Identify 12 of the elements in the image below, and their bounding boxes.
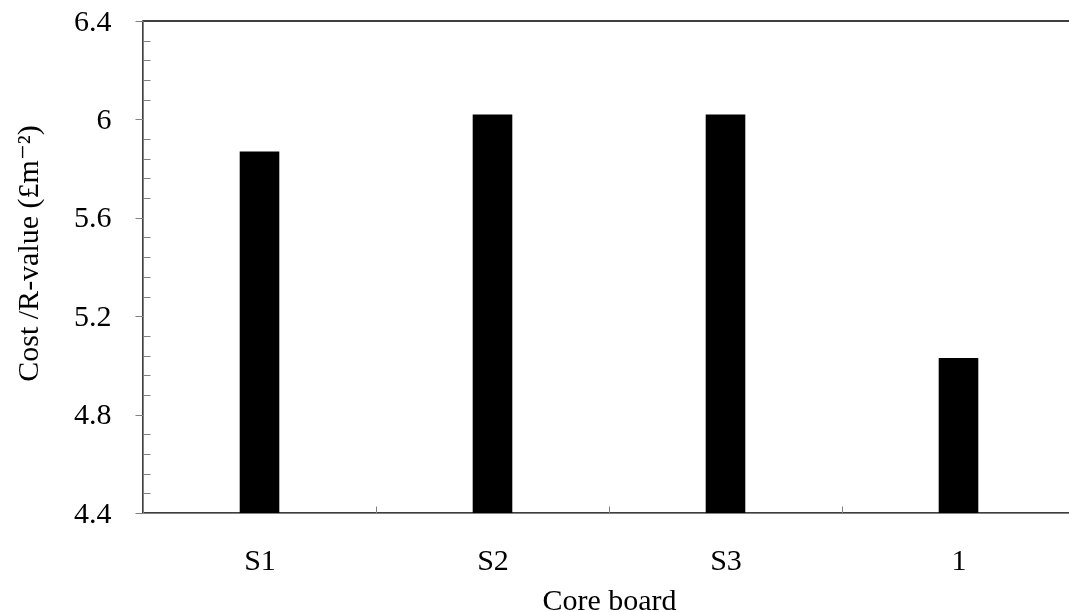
x-tick-label: 1: [951, 542, 967, 576]
x-tick-label: S3: [710, 542, 742, 576]
y-tick-label: 5.6: [74, 200, 112, 234]
y-tick-label: 6: [96, 101, 112, 135]
y-axis-title: Cost /R-value (£m⁻²): [10, 125, 45, 382]
y-tick-label: 4.8: [74, 397, 112, 431]
x-tick-label: S2: [477, 542, 509, 576]
y-tick-label: 5.2: [74, 298, 112, 332]
y-tick-label: 4.4: [74, 495, 112, 529]
y-tick-label: 6.4: [74, 3, 112, 37]
x-axis-title: Core board: [542, 582, 677, 612]
x-tick-label: S1: [244, 542, 276, 576]
